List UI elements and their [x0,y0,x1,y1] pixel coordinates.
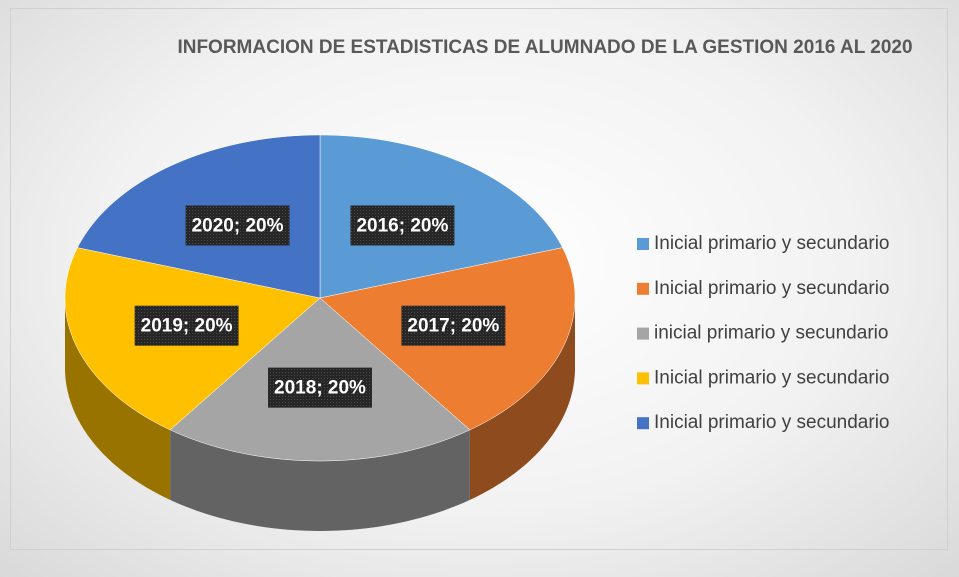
data-label: 2018; 20% [274,378,366,399]
data-label-box [268,367,372,408]
chart-frame [10,8,948,550]
data-label: 2019; 20% [141,316,233,337]
legend-swatch [637,238,649,250]
legend-label: Inicial primario y secundario [654,278,890,299]
data-label: 2017; 20% [407,316,499,337]
legend-label: Inicial primario y secundario [654,233,890,254]
legend-swatch [637,327,649,340]
slice-side [469,298,575,500]
data-label-box [401,305,506,346]
data-label: 2016; 20% [356,215,448,236]
legend-label: Inicial primario y secundario [654,367,890,388]
slice-side [170,429,470,531]
data-label-box [134,305,239,346]
chart-title: INFORMACION DE ESTADISTICAS DE ALUMNADO … [177,37,913,58]
data-label-box [185,205,290,246]
data-label-box [350,205,455,246]
legend-label: inicial primario y secundario [654,323,888,344]
legend-label: Inicial primario y secundario [654,412,890,433]
data-label: 2020; 20% [192,215,284,236]
slice-side [65,298,171,500]
legend-swatch [637,372,649,385]
legend-swatch [637,282,649,295]
legend-swatch [637,417,649,430]
